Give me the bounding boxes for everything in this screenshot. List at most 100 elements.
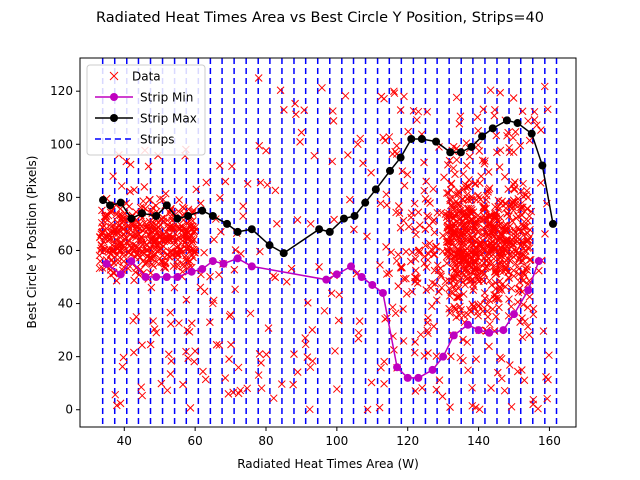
data-point (136, 265, 145, 274)
data-point (166, 222, 174, 231)
data-point (216, 193, 224, 202)
data-point (162, 228, 171, 236)
data-point (502, 226, 511, 235)
data-point (501, 266, 510, 274)
data-point (308, 357, 317, 365)
data-point (227, 340, 235, 349)
data-point (426, 284, 435, 292)
data-point (318, 83, 326, 92)
data-point (474, 311, 483, 320)
data-point (394, 282, 403, 290)
data-point (408, 248, 417, 257)
data-point (456, 248, 464, 257)
data-point (471, 180, 480, 189)
data-point (402, 274, 410, 283)
data-point (516, 141, 525, 150)
x-tick-label: 160 (538, 434, 561, 448)
data-point (415, 248, 424, 257)
data-point (174, 249, 182, 258)
data-point (122, 157, 131, 166)
data-point (414, 107, 423, 116)
data-point (97, 241, 106, 250)
data-point (376, 261, 384, 269)
data-point (315, 263, 323, 271)
data-point (469, 226, 477, 235)
data-point (215, 270, 223, 279)
data-point (451, 304, 460, 313)
data-point (482, 221, 490, 230)
strip-max-point (527, 129, 536, 138)
lines-layer (99, 116, 557, 382)
strip-min-point (127, 257, 136, 266)
data-point (505, 251, 514, 259)
data-point (290, 350, 298, 359)
data-point (474, 191, 482, 200)
data-point (445, 156, 454, 165)
data-point (510, 185, 519, 194)
data-point (506, 202, 515, 211)
data-point (289, 380, 297, 389)
data-point (516, 203, 525, 211)
data-point (391, 309, 400, 318)
data-point (221, 374, 230, 382)
data-point (243, 384, 252, 393)
data-point (230, 265, 239, 274)
data-point (400, 181, 409, 190)
data-point (478, 156, 487, 165)
data-point (388, 150, 397, 158)
data-point (150, 242, 159, 250)
data-point (484, 248, 493, 257)
data-point (495, 163, 504, 172)
data-point (523, 303, 532, 312)
scatter-layer (95, 74, 553, 414)
data-point (427, 245, 436, 254)
data-point (164, 234, 172, 243)
data-point (508, 236, 517, 244)
data-point (423, 107, 432, 116)
data-point (480, 204, 489, 212)
data-point (390, 89, 399, 98)
strip-min-point (187, 267, 196, 276)
data-point (420, 158, 428, 167)
data-point (224, 390, 233, 398)
data-point (396, 263, 405, 272)
strip-max-point (488, 124, 497, 133)
data-point (459, 185, 468, 193)
data-point (461, 265, 469, 274)
data-point (301, 334, 310, 342)
data-point (411, 266, 420, 275)
data-point (491, 202, 499, 211)
data-point (507, 302, 516, 311)
data-point (496, 264, 505, 273)
strip-max-point (152, 211, 161, 220)
strip-min-point (524, 286, 533, 295)
data-point (403, 170, 412, 179)
data-point (424, 329, 432, 338)
data-point (98, 227, 107, 236)
data-point (140, 183, 149, 191)
data-point (494, 202, 503, 211)
data-point (511, 128, 520, 136)
data-point (438, 392, 447, 401)
data-point (215, 341, 224, 349)
data-point (183, 244, 191, 253)
data-point (496, 220, 505, 229)
data-point (166, 308, 175, 317)
data-point (462, 161, 471, 170)
strip-max-point (233, 227, 242, 236)
data-point (472, 196, 481, 204)
data-point (500, 386, 509, 395)
data-point (148, 203, 157, 212)
data-point (182, 295, 191, 304)
data-point (175, 319, 183, 327)
data-point (380, 357, 389, 366)
x-tick-label: 100 (325, 434, 348, 448)
data-point (505, 361, 514, 369)
strip-max-point (548, 219, 557, 228)
strip-max-point (223, 219, 232, 228)
data-point (510, 178, 519, 186)
data-point (199, 367, 207, 376)
data-point (406, 257, 415, 266)
data-point (172, 249, 180, 258)
data-point (191, 347, 199, 356)
